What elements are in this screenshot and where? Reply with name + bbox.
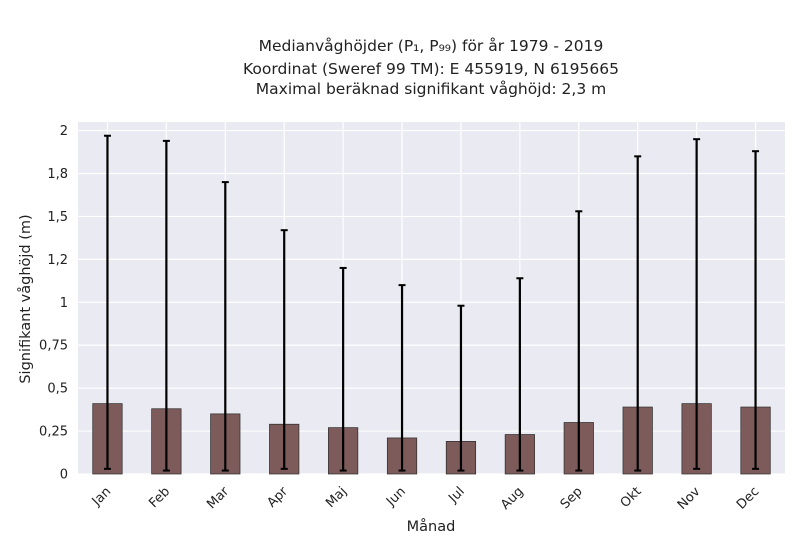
- error-bars: [103, 134, 760, 472]
- x-tick-label: Nov: [675, 484, 704, 513]
- x-tick-labels: Jan Feb Mar Apr Maj Jun Jul Aug Sep Okt Nov Dec: [89, 484, 763, 513]
- x-tick-label: Maj: [323, 484, 350, 511]
- y-tick-label: 0,75: [39, 339, 68, 354]
- title-line-2: Koordinat (Sweref 99 TM): E 455919, N 61…: [243, 60, 619, 78]
- x-tick-label: Aug: [498, 484, 527, 513]
- y-tick-label: 1,8: [47, 167, 68, 182]
- y-tick-label: 2: [60, 124, 68, 139]
- x-tick-label: Mar: [204, 484, 232, 512]
- title-line-1: Medianvåghöjder (P₁, P₉₉) för år 1979 - …: [259, 37, 604, 55]
- x-tick-label: Jul: [445, 484, 467, 506]
- x-tick-label: Feb: [146, 484, 173, 511]
- y-tick-label: 1: [60, 296, 68, 311]
- y-tick-label: 1,2: [47, 253, 68, 268]
- x-tick-label: Apr: [265, 484, 292, 511]
- y-tick-label: 0: [60, 468, 68, 483]
- y-tick-labels: 0 0,25 0,5 0,75 1 1,2 1,5 1,8 2: [39, 124, 68, 482]
- plot-area: [78, 122, 785, 474]
- title-line-3: Maximal beräknad signifikant våghöjd: 2,…: [256, 80, 606, 98]
- y-tick-label: 0,5: [47, 382, 68, 397]
- y-tick-label: 1,5: [47, 210, 68, 225]
- x-tick-label: Dec: [734, 484, 762, 512]
- x-axis-label: Månad: [407, 518, 456, 535]
- y-tick-label: 0,25: [39, 425, 68, 440]
- chart-title: Medianvåghöjder (P₁, P₉₉) för år 1979 - …: [243, 37, 619, 98]
- y-axis-label: Signifikant våghöjd (m): [17, 214, 34, 383]
- x-tick-label: Jun: [383, 484, 409, 510]
- x-tick-label: Sep: [558, 484, 586, 512]
- x-tick-label: Okt: [618, 484, 645, 511]
- x-tick-label: Jan: [89, 484, 114, 509]
